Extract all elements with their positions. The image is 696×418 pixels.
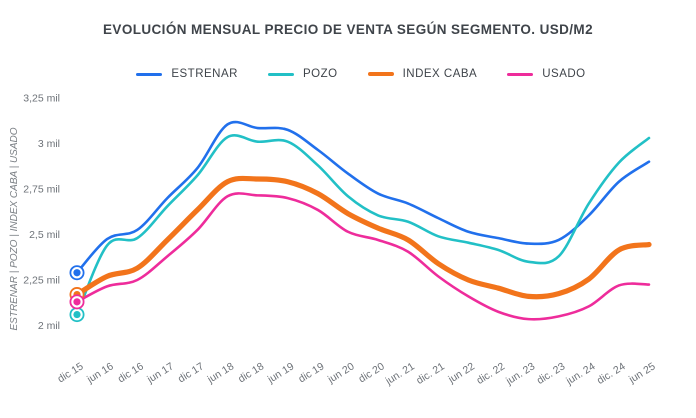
legend-label: POZO bbox=[302, 68, 338, 80]
y-tick-label: 2 mil bbox=[38, 320, 60, 332]
legend-label: USADO bbox=[542, 68, 586, 80]
x-tick-label: jun 20 bbox=[325, 360, 357, 386]
x-tick-label: jun. 24 bbox=[563, 360, 597, 387]
y-tick-label: 2,75 mil bbox=[23, 184, 60, 196]
line-swatch-icon bbox=[136, 72, 163, 76]
line-swatch-icon bbox=[507, 72, 534, 76]
x-tick-label: jun 22 bbox=[445, 360, 477, 386]
start-marker-usado bbox=[73, 298, 81, 306]
x-tick-label: dic 16 bbox=[116, 360, 146, 385]
y-tick-label: 3,25 mil bbox=[23, 93, 60, 105]
series-line-usado bbox=[75, 192, 651, 321]
line-swatch-icon bbox=[367, 71, 394, 77]
x-tick-label: dic 17 bbox=[176, 360, 206, 385]
legend-label: ESTRENAR bbox=[171, 68, 238, 80]
x-tick-label: jun. 21 bbox=[383, 360, 417, 387]
series-line-pozo bbox=[75, 134, 651, 316]
legend: ESTRENAR POZO INDEX CABA USADO bbox=[0, 68, 696, 80]
y-tick-label: 2,25 mil bbox=[23, 275, 60, 287]
chart-title: EVOLUCIÓN MENSUAL PRECIO DE VENTA SEGÚN … bbox=[103, 22, 593, 37]
x-tick-label: dic 15 bbox=[55, 360, 85, 385]
x-tick-label: dic. 23 bbox=[535, 360, 568, 387]
y-tick-label: 3 mil bbox=[38, 138, 60, 150]
x-tick-label: jun 25 bbox=[626, 360, 658, 386]
legend-label: INDEX CABA bbox=[402, 68, 478, 80]
legend-item-usado[interactable]: USADO bbox=[507, 68, 585, 80]
x-tick-label: jun 18 bbox=[205, 360, 237, 386]
x-tick-label: jun 17 bbox=[144, 360, 176, 386]
series-line-estrenar bbox=[75, 120, 651, 275]
series-line-index-caba bbox=[74, 175, 652, 300]
x-tick-label: dic 18 bbox=[236, 360, 266, 385]
start-marker-pozo bbox=[73, 310, 81, 319]
x-tick-label: jun. 23 bbox=[503, 360, 537, 387]
start-marker-estrenar bbox=[73, 269, 81, 277]
x-tick-label: dic. 22 bbox=[474, 360, 507, 387]
line-swatch-icon bbox=[267, 72, 294, 76]
y-axis-title: ESTRENAR | POZO | INDEX CABA | USADO bbox=[9, 127, 20, 330]
legend-item-index-caba[interactable]: INDEX CABA bbox=[367, 68, 478, 80]
legend-item-estrenar[interactable]: ESTRENAR bbox=[136, 68, 238, 80]
x-tick-label: dic 20 bbox=[357, 360, 387, 385]
x-tick-label: jun 16 bbox=[84, 360, 116, 386]
legend-item-pozo[interactable]: POZO bbox=[267, 68, 338, 80]
x-tick-label: dic. 21 bbox=[414, 360, 447, 387]
y-tick-label: 2,5 mil bbox=[29, 229, 60, 241]
x-tick-label: jun 19 bbox=[265, 360, 297, 386]
x-tick-label: dic. 24 bbox=[595, 360, 628, 387]
x-tick-label: dic 19 bbox=[296, 360, 326, 385]
